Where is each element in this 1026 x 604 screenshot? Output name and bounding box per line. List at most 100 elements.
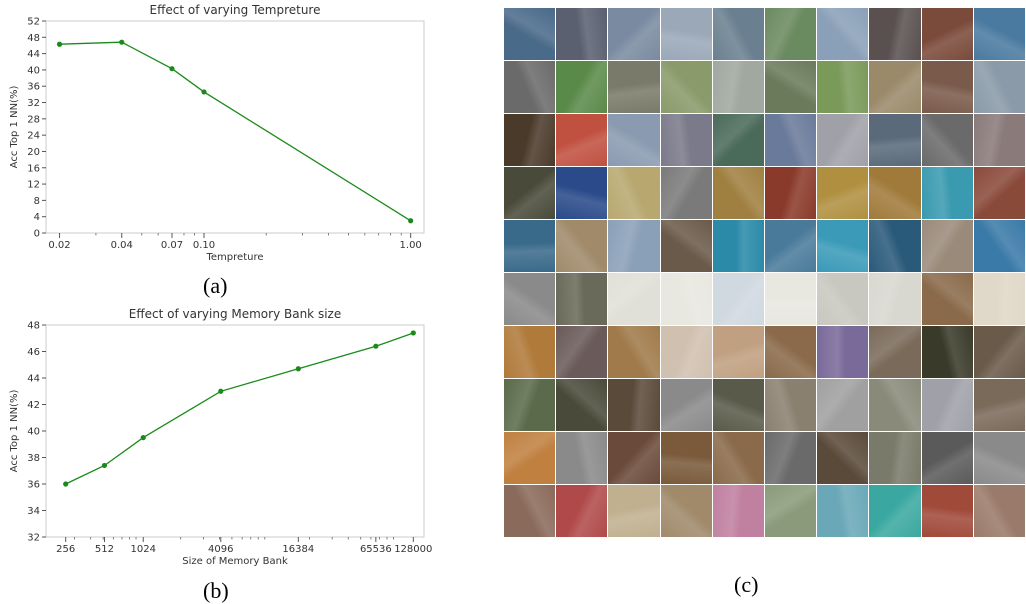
grid-image: [869, 326, 921, 378]
caption-b: (b): [203, 578, 229, 603]
x-axis-label: Tempreture: [206, 252, 264, 263]
grid-image: [712, 432, 764, 484]
grid-image: [504, 432, 556, 484]
grid-image: [556, 485, 608, 537]
grid-image: [817, 273, 869, 325]
grid-image: [556, 379, 608, 431]
grid-image: [504, 8, 556, 60]
grid-image: [973, 61, 1025, 113]
data-point: [218, 388, 224, 394]
y-tick-label: 48: [27, 33, 40, 44]
y-tick-label: 48: [27, 321, 40, 332]
data-point: [295, 366, 301, 372]
data-point: [408, 218, 414, 224]
grid-image: [660, 61, 712, 113]
grid-image: [921, 167, 973, 219]
grid-image: [608, 485, 660, 537]
grid-image: [921, 220, 973, 272]
data-point: [56, 41, 63, 47]
grid-image: [608, 61, 660, 113]
grid-image: [504, 114, 556, 166]
grid-image: [556, 8, 608, 60]
grid-image: [712, 167, 764, 219]
grid-image: [660, 379, 712, 431]
grid-image: [608, 167, 660, 219]
grid-image: [921, 8, 973, 60]
y-tick-label: 24: [27, 131, 40, 142]
image-grid: [504, 8, 1026, 538]
y-tick-label: 0: [34, 229, 40, 240]
y-tick-label: 28: [27, 114, 40, 125]
grid-image: [660, 273, 712, 325]
data-point: [410, 330, 416, 336]
grid-image: [817, 379, 869, 431]
grid-image: [712, 379, 764, 431]
series-line: [59, 41, 412, 222]
grid-image: [869, 114, 921, 166]
grid-image: [660, 114, 712, 166]
grid-image: [504, 61, 556, 113]
grid-image: [608, 379, 660, 431]
x-tick-label: 4096: [208, 544, 233, 555]
grid-image: [712, 8, 764, 60]
grid-image: [504, 167, 556, 219]
grid-image: [556, 273, 608, 325]
grid-image: [556, 326, 608, 378]
grid-image: [817, 114, 869, 166]
grid-image: [869, 379, 921, 431]
grid-image: [712, 326, 764, 378]
grid-image: [817, 61, 869, 113]
y-tick-label: 44: [27, 49, 40, 60]
grid-image: [869, 167, 921, 219]
y-tick-label: 42: [27, 400, 40, 411]
grid-image: [608, 326, 660, 378]
grid-image: [973, 114, 1025, 166]
grid-image: [712, 273, 764, 325]
y-tick-label: 52: [27, 17, 40, 28]
grid-image: [869, 220, 921, 272]
grid-image: [556, 114, 608, 166]
grid-image: [765, 379, 817, 431]
y-tick-label: 44: [27, 374, 40, 385]
y-tick-label: 32: [27, 98, 40, 109]
grid-image: [765, 432, 817, 484]
grid-image: [765, 326, 817, 378]
grid-image: [504, 273, 556, 325]
plot-frame: [45, 20, 425, 234]
data-point: [140, 435, 146, 441]
grid-image: [504, 379, 556, 431]
grid-image: [869, 273, 921, 325]
grid-image: [817, 220, 869, 272]
y-tick-label: 46: [27, 347, 40, 358]
grid-image: [712, 220, 764, 272]
grid-image: [712, 114, 764, 166]
caption-a: (a): [203, 273, 228, 298]
grid-image: [973, 485, 1025, 537]
grid-image: [660, 8, 712, 60]
y-axis-label: Acc Top 1 NN(%): [9, 86, 20, 169]
grid-image: [765, 167, 817, 219]
grid-image: [973, 8, 1025, 60]
y-tick-label: 34: [27, 506, 40, 517]
y-tick-label: 36: [27, 82, 40, 93]
grid-image: [817, 8, 869, 60]
grid-image: [660, 167, 712, 219]
grid-image: [660, 326, 712, 378]
x-tick-label: 0.04: [111, 240, 133, 251]
grid-image: [712, 61, 764, 113]
grid-image: [869, 485, 921, 537]
grid-image: [817, 432, 869, 484]
grid-image: [608, 220, 660, 272]
y-tick-label: 4: [34, 212, 40, 223]
grid-image: [973, 220, 1025, 272]
data-point: [169, 66, 175, 72]
plot-frame: [45, 324, 425, 538]
x-tick-label: 1024: [131, 544, 156, 555]
x-tick-label: 512: [95, 544, 114, 555]
grid-image: [712, 485, 764, 537]
grid-image: [869, 61, 921, 113]
data-point: [373, 343, 379, 349]
data-point: [201, 89, 207, 95]
grid-image: [765, 273, 817, 325]
y-tick-label: 16: [27, 163, 40, 174]
